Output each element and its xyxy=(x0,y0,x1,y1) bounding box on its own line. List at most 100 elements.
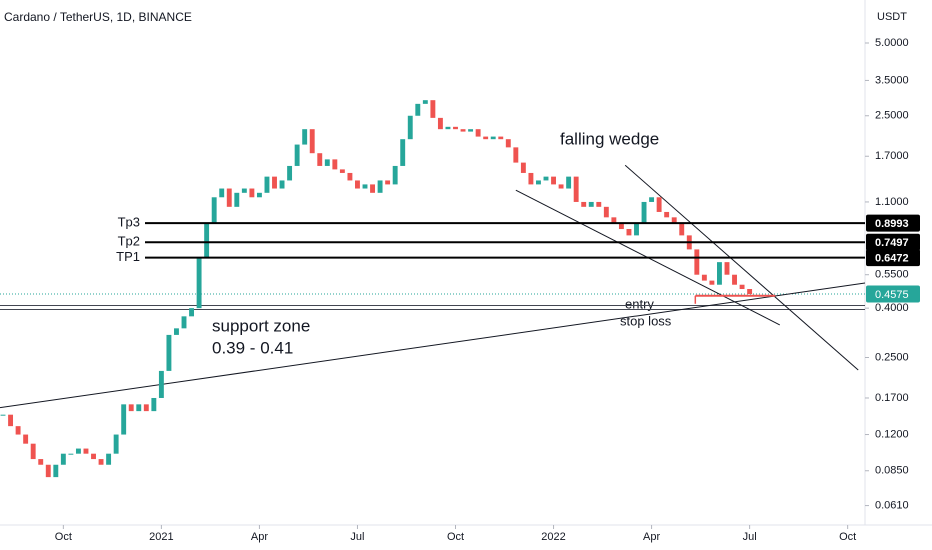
candle xyxy=(234,192,240,207)
y-tick-label: 0.1700 xyxy=(875,392,909,404)
candle xyxy=(671,217,677,224)
candle xyxy=(279,180,285,189)
pattern-label: falling wedge xyxy=(560,129,659,148)
y-tick-label: 0.2500 xyxy=(875,351,909,363)
candle xyxy=(468,129,474,132)
candle xyxy=(422,100,428,104)
support-range: 0.39 - 0.41 xyxy=(212,338,293,357)
candle xyxy=(204,223,210,258)
candle xyxy=(181,316,187,329)
candle xyxy=(724,262,730,275)
current-price-tag xyxy=(866,285,920,303)
candle xyxy=(287,165,293,181)
candle xyxy=(151,397,157,412)
candle xyxy=(174,328,179,335)
y-tick-label: 1.7000 xyxy=(875,150,909,162)
candle xyxy=(166,334,172,371)
candle xyxy=(189,308,195,317)
candle xyxy=(460,129,466,132)
candle xyxy=(747,289,753,295)
stop-loss-label: stop loss xyxy=(620,313,672,328)
x-tick-label: Oct xyxy=(839,531,856,543)
candle xyxy=(121,404,127,435)
candle xyxy=(30,443,36,460)
level-tag-label: 0.8993 xyxy=(875,218,909,230)
candle xyxy=(158,370,164,398)
candle xyxy=(528,172,534,185)
candle xyxy=(355,180,360,189)
candle xyxy=(53,464,59,478)
candle xyxy=(136,404,142,412)
candle xyxy=(392,165,398,185)
candle xyxy=(415,103,421,116)
candle xyxy=(241,188,247,193)
level-tag xyxy=(866,249,920,267)
candle xyxy=(611,217,617,224)
x-tick-label: Apr xyxy=(251,531,268,543)
candle xyxy=(75,448,81,454)
candle xyxy=(498,136,504,140)
candle xyxy=(596,201,602,207)
candle xyxy=(649,197,655,202)
candle xyxy=(91,453,96,460)
entry-label: entry xyxy=(625,296,654,311)
y-tick-label: 0.0610 xyxy=(875,499,909,511)
candle xyxy=(83,448,89,454)
candle xyxy=(317,153,323,166)
candle xyxy=(701,274,707,281)
trendline xyxy=(624,164,859,371)
x-tick-label: Jul xyxy=(350,531,364,543)
candle xyxy=(128,404,134,412)
y-tick-label: 0.4000 xyxy=(875,302,909,314)
candle xyxy=(732,274,737,285)
level-label: TP1 xyxy=(116,249,140,264)
chart-title: Cardano / TetherUS, 1D, BINANCE xyxy=(4,10,192,24)
candle xyxy=(483,136,489,140)
x-tick-label: Jul xyxy=(743,531,757,543)
candle xyxy=(656,197,662,212)
candle xyxy=(445,126,451,130)
candle xyxy=(407,115,413,140)
level-label: Tp2 xyxy=(118,234,140,249)
candle xyxy=(618,223,624,230)
candle xyxy=(603,206,609,218)
candle xyxy=(196,257,202,309)
candle xyxy=(536,180,541,185)
candle xyxy=(475,129,481,137)
x-tick-label: 2022 xyxy=(541,531,565,543)
candle xyxy=(256,192,262,198)
candle xyxy=(294,144,300,166)
candle xyxy=(143,404,149,412)
candle xyxy=(219,188,225,198)
candle xyxy=(339,169,345,173)
current-price-label: 0.4575 xyxy=(875,289,909,301)
candle xyxy=(505,139,511,148)
y-tick-label: 0.0850 xyxy=(875,465,909,477)
candle xyxy=(106,453,112,465)
candle xyxy=(385,180,391,185)
candle xyxy=(664,211,670,218)
candle xyxy=(272,176,277,189)
x-tick-label: Oct xyxy=(447,531,464,543)
candle xyxy=(324,159,330,166)
candle xyxy=(38,459,44,465)
trendline xyxy=(0,282,866,409)
support-label: support zone xyxy=(212,316,310,335)
level-tag xyxy=(866,214,920,232)
candle xyxy=(437,117,443,130)
candle xyxy=(347,172,353,181)
y-tick-label: 1.1000 xyxy=(875,196,909,208)
candle xyxy=(211,197,217,224)
candle xyxy=(558,184,564,189)
candle xyxy=(581,201,587,207)
candle xyxy=(362,184,368,189)
candle xyxy=(98,459,104,465)
y-tick-label: 0.1200 xyxy=(875,428,909,440)
candle xyxy=(15,426,21,435)
candle xyxy=(23,434,29,444)
candle xyxy=(694,249,700,275)
level-tag xyxy=(866,233,920,251)
candle xyxy=(400,139,406,166)
y-tick-label: 3.5000 xyxy=(875,74,909,86)
